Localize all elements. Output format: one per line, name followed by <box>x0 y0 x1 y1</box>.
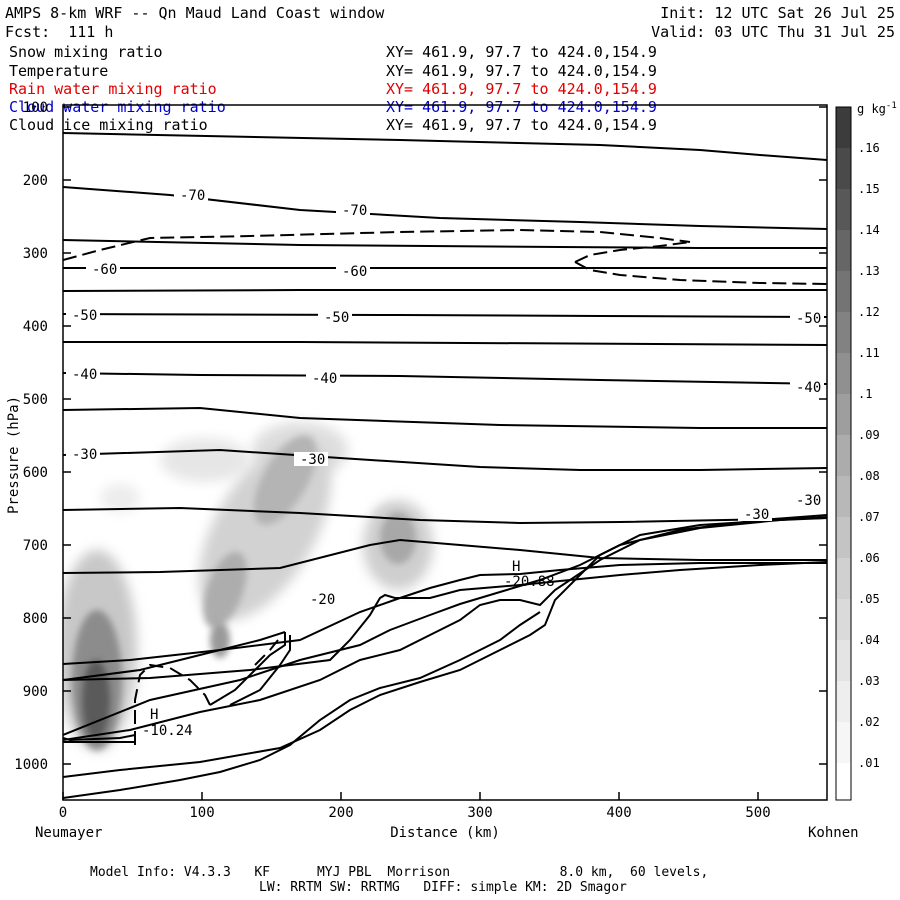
forecast-hour: Fcst: 111 h <box>5 23 114 41</box>
svg-text:.06: .06 <box>858 551 880 565</box>
chart-title: AMPS 8-km WRF -- Qn Maud Land Coast wind… <box>5 4 385 22</box>
x-tick-200: 200 <box>328 805 353 821</box>
init-time: Init: 12 UTC Sat 26 Jul 25 <box>660 4 895 22</box>
svg-text:.11: .11 <box>858 346 880 360</box>
mixing-ratio-shading <box>63 422 433 750</box>
field-label-snow: Snow mixing ratio <box>9 43 163 61</box>
x-tick-500: 500 <box>745 805 770 821</box>
y-tick-600: 600 <box>23 465 48 481</box>
model-info-line-1: Model Info: V4.3.3 KF MYJ PBL Morrison 8… <box>90 865 709 880</box>
svg-text:.05: .05 <box>858 592 880 606</box>
y-tick-800: 800 <box>23 611 48 627</box>
valid-time: Valid: 03 UTC Thu 31 Jul 25 <box>651 23 895 41</box>
colorbar-labels: g kg-1 .16 .15 .14 .13 .12 .11 .1 .09 .0… <box>857 101 897 770</box>
x-tick-400: 400 <box>606 805 631 821</box>
terrain-contours <box>63 514 827 799</box>
x-tick-labels: 0 100 200 300 400 500 <box>59 805 771 821</box>
y-tick-labels: 100 200 300 400 500 600 700 800 900 1000 <box>14 100 48 773</box>
label-minus-40-c: -40 <box>796 380 821 396</box>
label-minus-50-b: -50 <box>324 310 349 326</box>
field-xy-temperature: XY= 461.9, 97.7 to 424.0,154.9 <box>386 62 657 80</box>
field-label-cloud-ice: Cloud ice mixing ratio <box>9 116 208 134</box>
y-tick-500: 500 <box>23 392 48 408</box>
left-endpoint-label: Neumayer <box>35 825 102 841</box>
y-tick-400: 400 <box>23 319 48 335</box>
label-minus-70-b: -70 <box>342 203 367 219</box>
field-label-temperature: Temperature <box>9 62 109 80</box>
x-axis-ticks <box>62 792 759 800</box>
contour-minus-30 <box>63 561 827 681</box>
y-tick-100: 100 <box>23 100 48 116</box>
svg-text:.09: .09 <box>858 428 880 442</box>
high-marker-1-symbol: H <box>150 707 158 723</box>
svg-text:.01: .01 <box>858 756 880 770</box>
svg-text:.03: .03 <box>858 674 880 688</box>
y-axis-label: Pressure (hPa) <box>6 396 22 514</box>
svg-text:.08: .08 <box>858 469 880 483</box>
label-minus-30-a: -30 <box>72 447 97 463</box>
label-minus-60-a: -60 <box>92 262 117 278</box>
model-info-line-2: LW: RRTM SW: RRTMG DIFF: simple KM: 2D S… <box>259 880 627 895</box>
boundary-layer-contours <box>63 631 291 743</box>
svg-text:.14: .14 <box>858 223 880 237</box>
y-tick-700: 700 <box>23 538 48 554</box>
y-tick-1000: 1000 <box>14 757 48 773</box>
label-minus-70-a: -70 <box>180 188 205 204</box>
colorbar-unit: g kg-1 <box>857 101 897 116</box>
plot-frame <box>62 104 828 801</box>
svg-text:.04: .04 <box>858 633 880 647</box>
label-minus-60-b: -60 <box>342 264 367 280</box>
high-marker-2-symbol: H <box>512 559 520 575</box>
label-minus-50-a: -50 <box>72 308 97 324</box>
boundary-layer-dashed <box>134 639 279 745</box>
colorbar <box>835 106 852 801</box>
svg-text:.1: .1 <box>858 387 872 401</box>
field-xy-cloud-ice: XY= 461.9, 97.7 to 424.0,154.9 <box>386 116 657 134</box>
field-label-cloud-water: Cloud water mixing ratio <box>9 98 226 116</box>
right-endpoint-label: Kohnen <box>808 825 859 841</box>
label-minus-20: -20 <box>310 592 335 608</box>
label-minus-40-a: -40 <box>72 367 97 383</box>
x-tick-0: 0 <box>59 805 67 821</box>
label-minus-30-b: -30 <box>300 452 325 468</box>
label-minus-30-d: -30 <box>744 507 769 523</box>
label-minus-40-b: -40 <box>312 371 337 387</box>
svg-text:.13: .13 <box>858 264 880 278</box>
field-xy-snow: XY= 461.9, 97.7 to 424.0,154.9 <box>386 43 657 61</box>
high-marker-2-value: -20.88 <box>504 574 555 590</box>
field-label-rain: Rain water mixing ratio <box>9 80 217 98</box>
svg-text:.12: .12 <box>858 305 880 319</box>
temperature-contours <box>63 132 827 574</box>
y-tick-900: 900 <box>23 684 48 700</box>
svg-text:.02: .02 <box>858 715 880 729</box>
label-minus-30-c: -30 <box>796 493 821 509</box>
field-xy-rain: XY= 461.9, 97.7 to 424.0,154.9 <box>386 80 657 98</box>
x-tick-100: 100 <box>189 805 214 821</box>
contour-labels: -70 -70 -60 -60 -50 -50 -50 -40 -40 -40 … <box>66 188 824 739</box>
field-xy-cloud-water: XY= 461.9, 97.7 to 424.0,154.9 <box>386 98 657 116</box>
high-marker-1-value: -10.24 <box>142 723 193 739</box>
label-minus-50-c: -50 <box>796 311 821 327</box>
x-tick-300: 300 <box>467 805 492 821</box>
svg-text:.07: .07 <box>858 510 880 524</box>
cloud-ice-contour <box>63 228 827 285</box>
y-tick-200: 200 <box>23 173 48 189</box>
y-axis-ticks <box>63 106 827 765</box>
svg-text:.16: .16 <box>858 141 880 155</box>
x-axis-label: Distance (km) <box>390 825 500 841</box>
svg-text:.15: .15 <box>858 182 880 196</box>
y-tick-300: 300 <box>23 246 48 262</box>
